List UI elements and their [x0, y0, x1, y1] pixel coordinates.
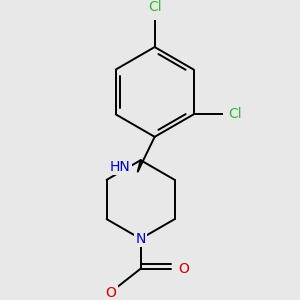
Text: Cl: Cl: [148, 0, 161, 14]
Text: HN: HN: [110, 160, 130, 174]
Text: O: O: [105, 286, 116, 300]
Text: Cl: Cl: [228, 107, 242, 122]
Text: N: N: [136, 232, 146, 246]
Text: O: O: [178, 262, 189, 276]
